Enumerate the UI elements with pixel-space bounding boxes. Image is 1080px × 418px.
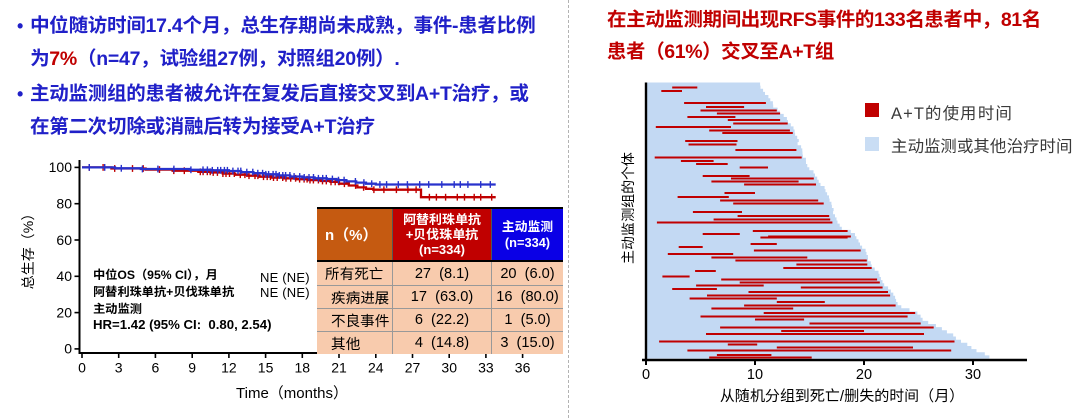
svg-text:0: 0 [64, 341, 72, 357]
svg-text:33: 33 [478, 360, 494, 376]
svg-text:15: 15 [258, 360, 274, 376]
svg-text:100: 100 [49, 159, 73, 175]
svg-text:30: 30 [965, 367, 981, 383]
svg-text:24: 24 [368, 360, 384, 376]
svg-text:27: 27 [405, 360, 421, 376]
svg-text:60: 60 [56, 232, 72, 248]
svg-text:30: 30 [441, 360, 457, 376]
svg-text:9: 9 [188, 360, 196, 376]
svg-text:36: 36 [515, 360, 531, 376]
svg-text:20: 20 [56, 304, 72, 320]
svg-text:40: 40 [56, 268, 72, 284]
svg-text:3: 3 [115, 360, 123, 376]
svg-text:20: 20 [856, 367, 872, 383]
svg-text:21: 21 [331, 360, 347, 376]
svg-text:0: 0 [78, 360, 86, 376]
svg-text:0: 0 [642, 367, 650, 383]
svg-text:80: 80 [56, 196, 72, 212]
svg-text:10: 10 [747, 367, 763, 383]
svg-text:6: 6 [152, 360, 160, 376]
svg-text:18: 18 [295, 360, 311, 376]
svg-text:12: 12 [221, 360, 237, 376]
